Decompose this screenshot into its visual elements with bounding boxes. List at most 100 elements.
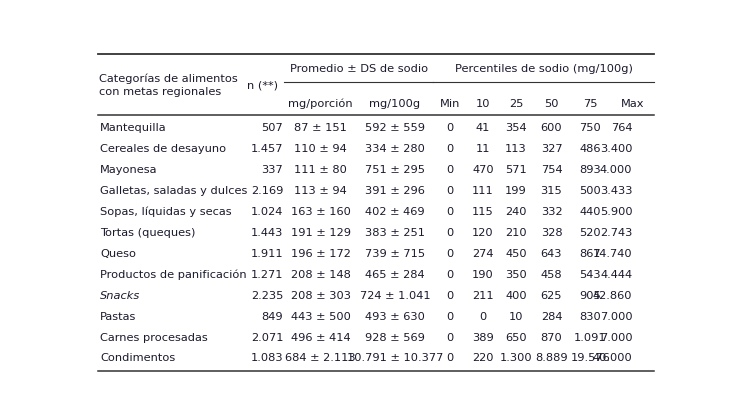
Text: 1.083: 1.083 <box>251 354 283 363</box>
Text: 458: 458 <box>541 270 562 280</box>
Text: 470: 470 <box>472 165 494 175</box>
Text: 486: 486 <box>580 144 601 154</box>
Text: 0: 0 <box>447 249 454 259</box>
Text: 1.457: 1.457 <box>251 144 283 154</box>
Text: 0: 0 <box>447 333 454 343</box>
Text: 684 ± 2.113: 684 ± 2.113 <box>285 354 356 363</box>
Text: Snacks: Snacks <box>100 291 141 301</box>
Text: 315: 315 <box>541 186 562 196</box>
Text: 870: 870 <box>541 333 562 343</box>
Text: 650: 650 <box>505 333 527 343</box>
Text: 2.071: 2.071 <box>251 333 283 343</box>
Text: 849: 849 <box>262 312 283 322</box>
Text: 400: 400 <box>505 291 527 301</box>
Text: n (**): n (**) <box>247 80 278 90</box>
Text: Tortas (queques): Tortas (queques) <box>100 228 195 238</box>
Text: 1.300: 1.300 <box>500 354 532 363</box>
Text: Productos de panificación: Productos de panificación <box>100 270 247 280</box>
Text: 10: 10 <box>509 312 523 322</box>
Text: mg/porción: mg/porción <box>288 99 353 109</box>
Text: 391 ± 296: 391 ± 296 <box>365 186 425 196</box>
Text: 42.860: 42.860 <box>593 291 632 301</box>
Text: 1.024: 1.024 <box>251 207 283 217</box>
Text: 240: 240 <box>505 207 526 217</box>
Text: 50: 50 <box>544 99 559 109</box>
Text: 0: 0 <box>447 123 454 133</box>
Text: 41: 41 <box>476 123 490 133</box>
Text: 867: 867 <box>580 249 601 259</box>
Text: 1.911: 1.911 <box>251 249 283 259</box>
Text: 0: 0 <box>447 228 454 238</box>
Text: Min: Min <box>440 99 460 109</box>
Text: 383 ± 251: 383 ± 251 <box>365 228 425 238</box>
Text: 328: 328 <box>541 228 562 238</box>
Text: 1.443: 1.443 <box>251 228 283 238</box>
Text: 0: 0 <box>447 291 454 301</box>
Text: Carnes procesadas: Carnes procesadas <box>100 333 208 343</box>
Text: 0: 0 <box>447 207 454 217</box>
Text: 2.235: 2.235 <box>251 291 283 301</box>
Text: 3.400: 3.400 <box>600 144 632 154</box>
Text: 19.576: 19.576 <box>570 354 610 363</box>
Text: 1.271: 1.271 <box>251 270 283 280</box>
Text: 830: 830 <box>580 312 601 322</box>
Text: 208 ± 148: 208 ± 148 <box>291 270 351 280</box>
Text: 493 ± 630: 493 ± 630 <box>365 312 425 322</box>
Text: 751 ± 295: 751 ± 295 <box>365 165 425 175</box>
Text: 190: 190 <box>472 270 494 280</box>
Text: Max: Max <box>621 99 644 109</box>
Text: 465 ± 284: 465 ± 284 <box>365 270 425 280</box>
Text: 500: 500 <box>580 186 601 196</box>
Text: 402 ± 469: 402 ± 469 <box>365 207 425 217</box>
Text: 115: 115 <box>472 207 494 217</box>
Text: 11: 11 <box>476 144 490 154</box>
Text: 928 ± 569: 928 ± 569 <box>365 333 425 343</box>
Text: 592 ± 559: 592 ± 559 <box>365 123 425 133</box>
Text: 163 ± 160: 163 ± 160 <box>291 207 351 217</box>
Text: 2.743: 2.743 <box>600 228 632 238</box>
Text: 520: 520 <box>580 228 601 238</box>
Text: 893: 893 <box>580 165 601 175</box>
Text: 443 ± 500: 443 ± 500 <box>291 312 351 322</box>
Text: 220: 220 <box>472 354 493 363</box>
Text: 0: 0 <box>447 186 454 196</box>
Text: Mayonesa: Mayonesa <box>100 165 157 175</box>
Text: Promedio ± DS de sodio: Promedio ± DS de sodio <box>290 64 428 74</box>
Text: 191 ± 129: 191 ± 129 <box>291 228 351 238</box>
Text: 450: 450 <box>505 249 527 259</box>
Text: 87 ± 151: 87 ± 151 <box>294 123 347 133</box>
Text: 625: 625 <box>541 291 562 301</box>
Text: 354: 354 <box>505 123 527 133</box>
Text: 5.900: 5.900 <box>600 207 632 217</box>
Text: 7.000: 7.000 <box>600 333 632 343</box>
Text: 274: 274 <box>472 249 493 259</box>
Text: 507: 507 <box>261 123 283 133</box>
Text: 4.000: 4.000 <box>600 165 632 175</box>
Text: Condimentos: Condimentos <box>100 354 175 363</box>
Text: 120: 120 <box>472 228 494 238</box>
Text: Sopas, líquidas y secas: Sopas, líquidas y secas <box>100 207 231 217</box>
Text: 754: 754 <box>541 165 562 175</box>
Text: 7.000: 7.000 <box>600 312 632 322</box>
Text: 8.889: 8.889 <box>535 354 568 363</box>
Text: Percentiles de sodio (mg/100g): Percentiles de sodio (mg/100g) <box>455 64 632 74</box>
Text: 211: 211 <box>472 291 494 301</box>
Text: 440: 440 <box>580 207 601 217</box>
Text: 334 ± 280: 334 ± 280 <box>365 144 425 154</box>
Text: 113: 113 <box>505 144 527 154</box>
Text: 724 ± 1.041: 724 ± 1.041 <box>359 291 430 301</box>
Text: 327: 327 <box>541 144 562 154</box>
Text: 389: 389 <box>472 333 494 343</box>
Text: 199: 199 <box>505 186 527 196</box>
Text: Mantequilla: Mantequilla <box>100 123 167 133</box>
Text: 764: 764 <box>610 123 632 133</box>
Text: 111: 111 <box>472 186 494 196</box>
Text: Cereales de desayuno: Cereales de desayuno <box>100 144 226 154</box>
Text: 332: 332 <box>541 207 562 217</box>
Text: 0: 0 <box>447 354 454 363</box>
Text: 0: 0 <box>447 144 454 154</box>
Text: 210: 210 <box>505 228 527 238</box>
Text: 0: 0 <box>479 312 487 322</box>
Text: 208 ± 303: 208 ± 303 <box>291 291 351 301</box>
Text: Categorías de alimentos
con metas regionales: Categorías de alimentos con metas region… <box>100 74 238 97</box>
